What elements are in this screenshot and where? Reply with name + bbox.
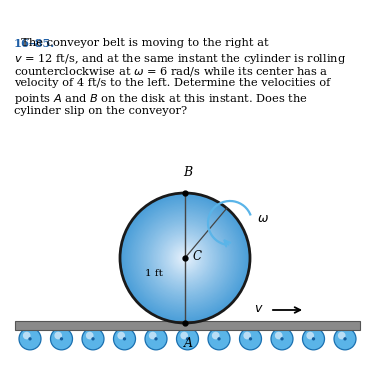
Circle shape [19,328,41,350]
Circle shape [134,207,236,309]
Circle shape [172,245,198,271]
Circle shape [271,328,293,350]
Text: $v$ = 12 ft/s, and at the same instant the cylinder is rolling: $v$ = 12 ft/s, and at the same instant t… [14,51,346,65]
Circle shape [123,196,247,320]
Circle shape [176,249,194,267]
Circle shape [181,254,189,262]
Circle shape [156,229,214,287]
Circle shape [120,193,250,323]
Circle shape [163,236,207,280]
Circle shape [126,199,243,316]
Circle shape [140,212,230,303]
Text: counterclockwise at $\omega$ = 6 rad/s while its center has a: counterclockwise at $\omega$ = 6 rad/s w… [14,65,328,78]
Circle shape [312,337,315,340]
Circle shape [171,244,199,272]
Circle shape [150,223,220,293]
Circle shape [141,214,229,302]
Text: C: C [193,249,202,262]
Circle shape [54,332,62,339]
Circle shape [148,222,221,295]
Circle shape [147,220,223,296]
Circle shape [142,215,228,301]
Circle shape [208,328,230,350]
Circle shape [151,224,219,292]
Circle shape [217,337,221,340]
Circle shape [50,328,73,350]
Text: 16–85.: 16–85. [14,38,55,49]
Circle shape [243,332,251,339]
Text: $v$: $v$ [254,302,264,314]
Circle shape [154,227,216,289]
Circle shape [143,216,227,300]
Circle shape [173,246,197,270]
Circle shape [168,241,202,275]
Circle shape [125,198,245,318]
Text: cylinder slip on the conveyor?: cylinder slip on the conveyor? [14,105,187,115]
Circle shape [177,328,199,350]
Circle shape [180,253,190,263]
Circle shape [145,218,225,298]
Circle shape [162,235,208,282]
Text: The conveyor belt is moving to the right at: The conveyor belt is moving to the right… [14,38,269,48]
Text: A: A [184,337,193,350]
Circle shape [159,232,211,284]
Circle shape [166,239,205,278]
Circle shape [136,209,234,307]
Circle shape [160,233,210,283]
Circle shape [306,332,314,339]
Circle shape [303,328,325,350]
Circle shape [132,205,238,311]
Circle shape [137,210,233,306]
Circle shape [145,328,167,350]
Circle shape [153,225,218,290]
Circle shape [334,328,356,350]
Circle shape [175,248,195,268]
Circle shape [146,219,224,297]
Circle shape [113,328,135,350]
Circle shape [183,255,188,260]
Circle shape [133,206,237,310]
Circle shape [149,332,157,339]
Text: points $A$ and $B$ on the disk at this instant. Does the: points $A$ and $B$ on the disk at this i… [14,92,308,106]
Circle shape [121,194,249,322]
Text: 1 ft: 1 ft [145,269,163,278]
Circle shape [124,197,246,319]
Circle shape [184,257,186,259]
Circle shape [167,240,203,276]
Text: $\omega$: $\omega$ [257,212,269,225]
Circle shape [212,332,220,339]
Circle shape [131,204,240,313]
Circle shape [28,337,32,340]
Circle shape [23,332,31,339]
Circle shape [275,332,282,339]
Circle shape [280,337,283,340]
Circle shape [60,337,63,340]
Circle shape [249,337,252,340]
Circle shape [177,250,193,266]
Circle shape [343,337,347,340]
Circle shape [91,337,95,340]
Circle shape [128,201,242,315]
Circle shape [180,332,188,339]
Circle shape [155,228,215,288]
Circle shape [123,337,126,340]
Circle shape [117,332,125,339]
Circle shape [86,332,94,339]
Circle shape [338,332,346,339]
Circle shape [129,202,241,314]
Circle shape [154,337,158,340]
Circle shape [178,252,191,265]
Circle shape [169,242,200,273]
Circle shape [239,328,261,350]
Circle shape [186,337,189,340]
Text: velocity of 4 ft/s to the left. Determine the velocities of: velocity of 4 ft/s to the left. Determin… [14,78,330,88]
Text: B: B [183,166,193,179]
Circle shape [82,328,104,350]
Circle shape [138,211,232,305]
Circle shape [164,237,206,279]
Circle shape [158,231,212,285]
Bar [15,320,360,330]
